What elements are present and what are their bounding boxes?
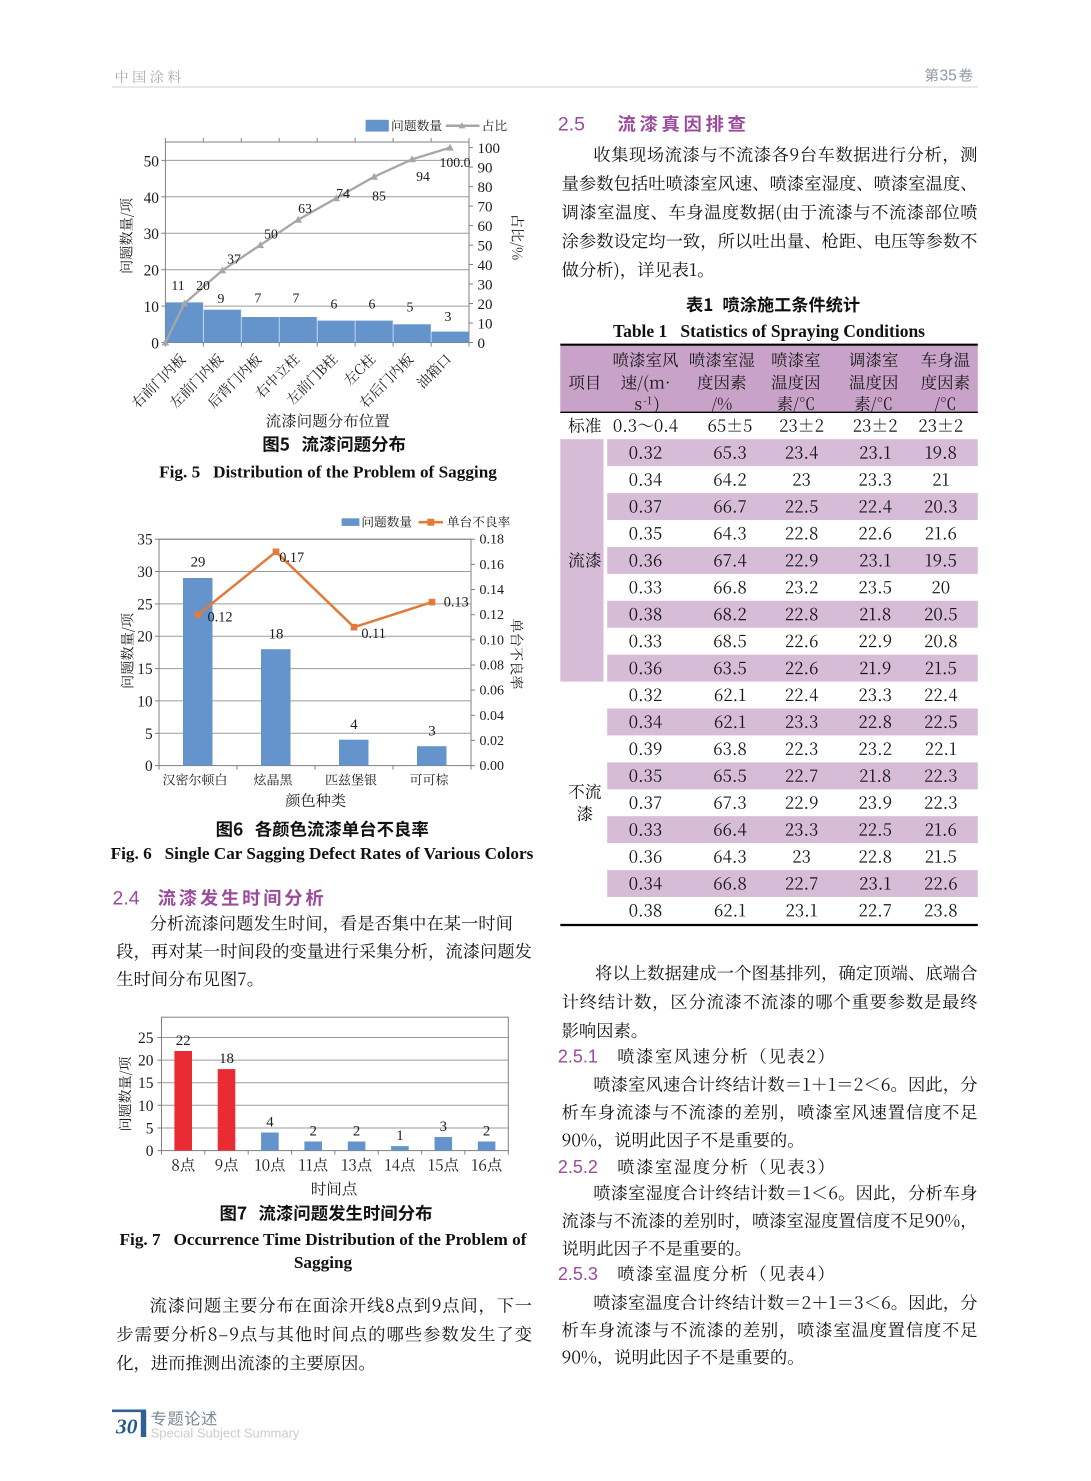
svg-text:5: 5 [407, 300, 414, 315]
svg-text:25: 25 [137, 596, 153, 613]
svg-text:2.5.3: 2.5.3 [558, 1264, 598, 1284]
svg-text:15: 15 [137, 661, 153, 678]
svg-text:2.5.2: 2.5.2 [558, 1157, 598, 1177]
svg-text:37: 37 [227, 252, 241, 267]
svg-text:70: 70 [478, 200, 493, 216]
svg-text:0.17: 0.17 [279, 550, 304, 566]
svg-text:85: 85 [372, 189, 386, 204]
svg-text:10: 10 [138, 1098, 154, 1115]
svg-text:0.02: 0.02 [480, 734, 505, 749]
svg-text:20: 20 [138, 1053, 154, 1070]
svg-text:0.04: 0.04 [480, 709, 505, 724]
svg-text:0: 0 [151, 336, 159, 353]
svg-text:30: 30 [137, 564, 153, 581]
svg-text:11: 11 [171, 278, 184, 293]
svg-text:25: 25 [138, 1030, 154, 1047]
svg-text:0.10: 0.10 [480, 633, 505, 648]
svg-text:Fig. 6 Single Car Sagging De: Fig. 6 Single Car Sagging Defect Rates o… [111, 844, 534, 863]
svg-text:10: 10 [137, 693, 153, 710]
svg-text:2: 2 [483, 1124, 490, 1140]
svg-text:35: 35 [940, 68, 957, 85]
svg-text:10: 10 [144, 299, 160, 316]
svg-text:2.4: 2.4 [113, 888, 140, 910]
svg-text:Fig. 5 Distribution of the P: Fig. 5 Distribution of the Problem of Sa… [159, 463, 497, 482]
svg-text:0.18: 0.18 [480, 533, 505, 548]
svg-text:3: 3 [440, 1119, 447, 1135]
svg-text:50: 50 [264, 227, 278, 242]
svg-text:0.06: 0.06 [480, 684, 505, 699]
svg-text:3: 3 [428, 724, 435, 740]
svg-text:18: 18 [219, 1051, 234, 1067]
svg-text:80: 80 [478, 180, 493, 196]
svg-text:20: 20 [137, 629, 153, 646]
svg-text:7: 7 [255, 291, 262, 306]
svg-text:2: 2 [309, 1124, 316, 1140]
svg-text:9: 9 [218, 291, 225, 306]
svg-text:0.11: 0.11 [361, 626, 386, 642]
svg-text:0: 0 [146, 1143, 154, 1160]
svg-text:6: 6 [369, 297, 376, 312]
svg-text:20: 20 [196, 278, 210, 293]
svg-text:15: 15 [138, 1075, 154, 1092]
svg-text:40: 40 [478, 258, 493, 274]
svg-text:74: 74 [336, 186, 350, 201]
svg-text:94: 94 [416, 169, 430, 184]
svg-text:0.16: 0.16 [480, 558, 505, 573]
svg-text:50: 50 [144, 153, 160, 170]
svg-text:3: 3 [445, 309, 452, 324]
svg-text:Sagging: Sagging [294, 1253, 353, 1272]
svg-text:10: 10 [478, 317, 493, 333]
svg-text:0.00: 0.00 [480, 759, 505, 774]
svg-text:2: 2 [353, 1124, 360, 1140]
svg-text:22: 22 [176, 1033, 191, 1049]
svg-text:29: 29 [191, 555, 206, 571]
svg-text:Table 1 Statistics of Sprayi: Table 1 Statistics of Spraying Condition… [613, 321, 925, 341]
svg-text:40: 40 [144, 190, 160, 207]
svg-text:5: 5 [146, 1121, 154, 1138]
svg-text:30: 30 [144, 226, 160, 243]
svg-text:30: 30 [478, 278, 493, 294]
svg-text:4: 4 [266, 1115, 274, 1131]
svg-text:6: 6 [331, 297, 338, 312]
svg-text:0: 0 [478, 336, 486, 352]
svg-text:18: 18 [269, 627, 284, 643]
svg-text:5: 5 [145, 726, 153, 743]
svg-text:7: 7 [293, 291, 300, 306]
svg-text:30: 30 [115, 1415, 138, 1439]
svg-text:60: 60 [478, 219, 493, 235]
svg-text:90: 90 [478, 161, 493, 177]
svg-text:0.12: 0.12 [480, 608, 505, 623]
svg-text:0: 0 [145, 758, 153, 775]
svg-text:0.14: 0.14 [480, 583, 505, 598]
svg-text:Special Subject Summary: Special Subject Summary [151, 1426, 300, 1441]
svg-text:50: 50 [478, 239, 493, 255]
svg-text:0.08: 0.08 [480, 659, 505, 674]
svg-text:2.5.1: 2.5.1 [558, 1047, 598, 1067]
svg-text:100.0: 100.0 [439, 155, 470, 170]
svg-text:20: 20 [144, 263, 160, 280]
svg-text:100: 100 [478, 141, 501, 157]
svg-text:4: 4 [350, 717, 358, 733]
svg-text:1: 1 [396, 1128, 403, 1144]
svg-text:2.5: 2.5 [558, 114, 585, 136]
svg-text:63: 63 [298, 201, 312, 216]
svg-text:0.13: 0.13 [444, 595, 469, 611]
svg-text:0.12: 0.12 [208, 610, 233, 626]
svg-text:35: 35 [137, 532, 153, 549]
svg-text:Fig. 7 Occurrence Time Distr: Fig. 7 Occurrence Time Distribution of t… [120, 1230, 527, 1249]
svg-text:20: 20 [478, 297, 493, 313]
